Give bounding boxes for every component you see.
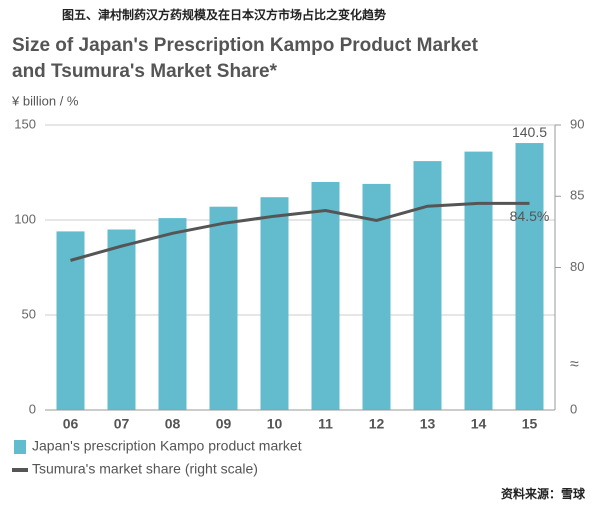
bar bbox=[413, 161, 442, 410]
y-tick-label: 100 bbox=[14, 211, 36, 226]
bar bbox=[515, 143, 544, 411]
y2-tick-label: 90 bbox=[570, 116, 584, 131]
x-tick-label: 13 bbox=[420, 416, 436, 432]
x-tick-label: 10 bbox=[267, 416, 283, 432]
legend-swatch bbox=[14, 440, 26, 454]
legend-label: Japan's prescription Kampo product marke… bbox=[32, 438, 302, 454]
caption: 图五、津村制药汉方药规模及在日本汉方市场占比之变化趋势 bbox=[62, 7, 386, 22]
bar bbox=[209, 206, 238, 410]
legend-label: Tsumura's market share (right scale) bbox=[32, 461, 258, 477]
y2-break-label: 0 bbox=[570, 401, 577, 416]
x-tick-label: 14 bbox=[471, 416, 487, 432]
line bbox=[70, 201, 530, 262]
x-tick-label: 09 bbox=[216, 416, 232, 432]
y2-break-symbol: ≈ bbox=[570, 356, 579, 373]
bar bbox=[56, 231, 85, 410]
x-tick-label: 07 bbox=[114, 416, 130, 432]
source: 资料来源：雪球 bbox=[501, 486, 586, 501]
chart-title: Size of Japan's Prescription Kampo Produ… bbox=[12, 35, 479, 56]
x-tick-label: 06 bbox=[63, 416, 79, 432]
y-axis-label: ¥ billion / % bbox=[11, 93, 79, 108]
bar bbox=[311, 182, 340, 410]
y-tick-label: 150 bbox=[14, 116, 36, 131]
x-tick-label: 15 bbox=[522, 416, 538, 432]
bar bbox=[464, 151, 493, 410]
y2-tick-label: 80 bbox=[570, 259, 584, 274]
bar bbox=[260, 197, 289, 410]
y2-tick-label: 85 bbox=[570, 188, 584, 203]
bar bbox=[158, 218, 187, 410]
x-tick-label: 12 bbox=[369, 416, 385, 432]
data-label: 140.5 bbox=[512, 124, 547, 140]
chart-title: and Tsumura's Market Share* bbox=[12, 61, 278, 82]
x-tick-label: 08 bbox=[165, 416, 181, 432]
x-tick-label: 11 bbox=[318, 416, 333, 432]
bar bbox=[107, 229, 136, 410]
data-label: 84.5% bbox=[510, 208, 550, 224]
y-tick-label: 50 bbox=[22, 306, 36, 321]
y-tick-label: 0 bbox=[29, 401, 36, 416]
